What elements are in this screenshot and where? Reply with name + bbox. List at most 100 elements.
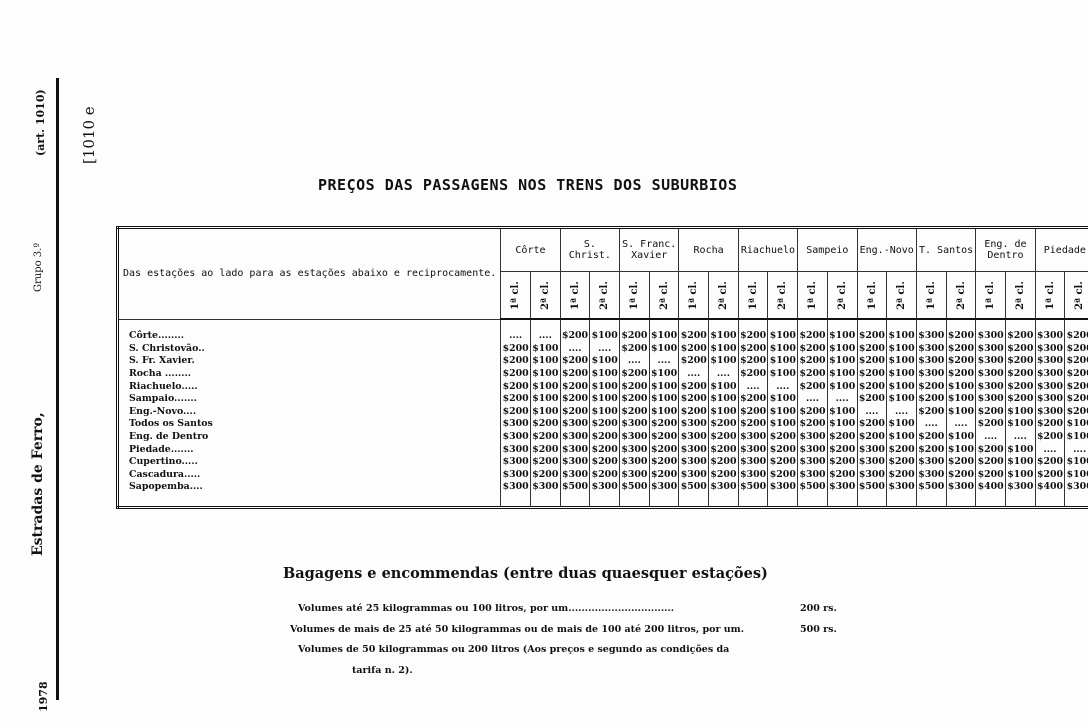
fare-cell: $100 [529, 342, 561, 356]
fare-cell: .... [619, 355, 650, 368]
class-label: 1ª cl. [747, 280, 759, 310]
fare-cell: $100 [1064, 468, 1088, 482]
fare-cell: $200 [797, 380, 828, 393]
fare-cell: $100 [826, 342, 858, 356]
fare-cell: $300 [915, 455, 947, 469]
fare-cell: $300 [500, 455, 531, 469]
station-name: Cascadura..... [116, 468, 501, 482]
fare-cell: .... [856, 405, 887, 419]
fare-cell: $200 [915, 405, 947, 419]
fare-cell: $200 [1004, 392, 1036, 406]
fare-cell: $100 [529, 405, 561, 419]
fare-cell: $200 [559, 355, 590, 368]
fare-cell: $100 [529, 355, 561, 368]
fare-cell: $200 [945, 455, 976, 469]
fare-cell: $300 [678, 468, 709, 482]
fare-cell: $200 [678, 355, 709, 368]
class-header: 2ª cl. [826, 271, 858, 320]
fare-cell: $200 [797, 355, 828, 368]
baggage-line: Volumes de 50 kilogrammas ou 200 litros … [298, 644, 730, 655]
fare-cell: $200 [500, 380, 531, 393]
fare-cell: $300 [856, 468, 887, 482]
fare-cell: $200 [975, 405, 1006, 419]
class-header: 1ª cl. [915, 271, 947, 320]
fare-cell: $200 [1064, 405, 1088, 419]
table-row: Côrte................ $200 $100 $200 $100 $20… [116, 319, 1088, 343]
fare-cell: $300 [915, 355, 947, 368]
fare-cell: $200 [856, 367, 887, 381]
fare-cell: $100 [767, 418, 798, 431]
station-header: Eng. de Dentro [975, 227, 1036, 272]
fare-cell: $200 [826, 455, 858, 469]
fare-cell: $200 [737, 342, 768, 356]
fare-cell: $200 [559, 405, 590, 419]
fare-cell: .... [1064, 443, 1088, 456]
fare-cell: $100 [886, 355, 917, 368]
class-header: 1ª cl. [975, 271, 1006, 320]
fare-cell: .... [1004, 430, 1036, 444]
station-header: Piedade [1034, 227, 1088, 272]
fare-cell: $200 [975, 455, 1006, 469]
fare-cell: $100 [589, 319, 620, 343]
fare-cell: $100 [648, 405, 679, 419]
fare-cell: $300 [1034, 405, 1065, 419]
fare-cell: $200 [856, 380, 887, 393]
fare-cell: $300 [678, 455, 709, 469]
fare-cell: $300 [915, 367, 947, 381]
class-label: 2ª cl. [896, 280, 908, 310]
fare-cell: $100 [826, 405, 858, 419]
fare-cell: $300 [500, 481, 531, 508]
fare-cell: $200 [737, 418, 768, 431]
fare-cell: $300 [915, 468, 947, 482]
fare-cell: $200 [678, 319, 709, 343]
fare-cell: $500 [915, 481, 947, 508]
page-title: PREÇOS DAS PASSAGENS NOS TRENS DOS SUBUR… [318, 176, 738, 194]
fare-cell: $200 [767, 430, 798, 444]
fare-cell: $200 [1004, 380, 1036, 393]
margin-rule [56, 78, 59, 700]
fare-cell: $200 [737, 405, 768, 419]
station-name: Piedade....... [116, 443, 501, 456]
fare-cell: $200 [589, 468, 620, 482]
fare-cell: .... [945, 418, 976, 431]
group-label: Grupo 3.º [33, 242, 44, 292]
fare-cell: $200 [529, 455, 561, 469]
table-row: Cascadura..... $300 $200 $300 $200 $300 $200 $3… [116, 468, 1088, 482]
fare-cell: $100 [886, 319, 917, 343]
fare-cell: $300 [500, 468, 531, 482]
class-label: 1ª cl. [925, 280, 937, 310]
fare-cell: $300 [529, 481, 561, 508]
fare-cell: $300 [1064, 481, 1088, 508]
fare-cell: $200 [589, 418, 620, 431]
class-header: 2ª cl. [529, 271, 561, 320]
table-row: Riachuelo..... $200 $100 $200 $100 $200 $100 $2… [116, 380, 1088, 393]
fare-cell: $100 [589, 367, 620, 381]
fare-cell: $300 [619, 455, 650, 469]
fare-cell: $200 [648, 418, 679, 431]
fare-cell: $100 [648, 342, 679, 356]
class-header: 1ª cl. [559, 271, 590, 320]
class-header-row: 1ª cl. 2ª cl. 1ª cl. 2ª cl. 1ª cl. 2ª cl. 1ª c… [118, 271, 1088, 320]
fare-cell: $100 [529, 367, 561, 381]
fare-cell: $300 [559, 443, 590, 456]
fare-cell: $200 [708, 455, 739, 469]
fare-cell: $200 [886, 468, 917, 482]
fare-cell: $300 [678, 443, 709, 456]
fare-cell: $200 [678, 342, 709, 356]
fare-cell: $200 [500, 405, 531, 419]
station-name: Sapopemba.... [116, 481, 501, 508]
baggage-price: 200 rs. [800, 603, 837, 614]
table-row: Todos os Santos $300 $200 $300 $200 $300 $200 $… [116, 418, 1088, 431]
fare-cell: $300 [1034, 392, 1065, 406]
fare-cell: $200 [500, 367, 531, 381]
fare-cell: .... [559, 342, 590, 356]
fare-cell: $200 [589, 430, 620, 444]
fare-cell: $300 [559, 455, 590, 469]
fare-cell: $200 [856, 430, 887, 444]
fare-cell: $200 [826, 430, 858, 444]
fare-cell: $300 [856, 443, 887, 456]
fare-cell: $400 [1034, 481, 1065, 508]
fare-cell: $100 [1004, 443, 1036, 456]
fare-cell: $300 [500, 443, 531, 456]
class-header: 2ª cl. [1004, 271, 1036, 320]
